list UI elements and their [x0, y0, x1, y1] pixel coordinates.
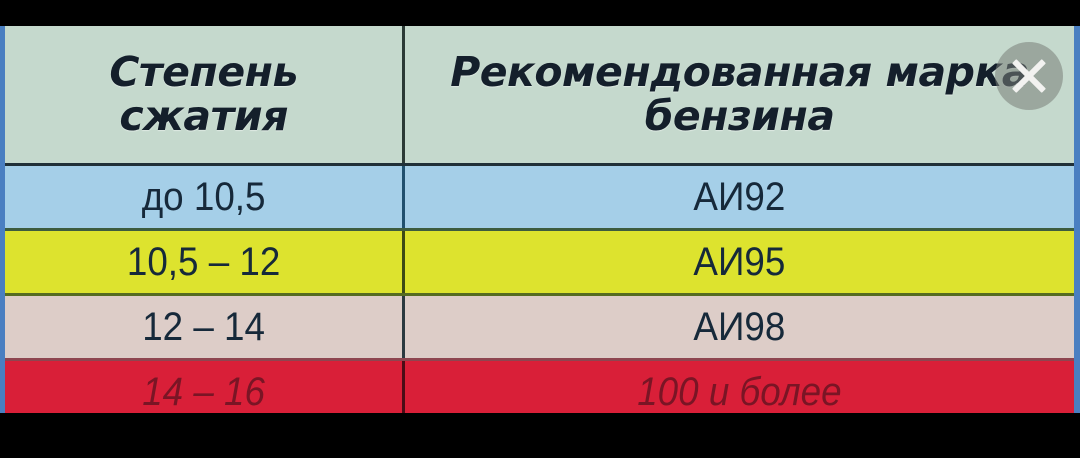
- header-cell-fuel: Рекомендованная марка бензина: [403, 26, 1074, 166]
- header-fuel-text: Рекомендованная марка бензина: [405, 48, 1074, 140]
- cell-compression: 12 – 14: [5, 294, 406, 361]
- fuel-value: АИ92: [693, 175, 786, 219]
- cell-fuel: 100 и более: [403, 359, 1074, 413]
- cell-fuel: АИ92: [403, 164, 1074, 231]
- header-compression-line2: сжатия: [119, 91, 288, 140]
- fuel-value: АИ98: [693, 305, 786, 349]
- cell-compression: 10,5 – 12: [5, 229, 406, 296]
- header-cell-compression: Степень сжатия: [5, 26, 406, 166]
- fuel-value: 100 и более: [637, 370, 842, 413]
- letterbox-bar-top: [0, 0, 1080, 26]
- fuel-recommendation-table: Степень сжатия Рекомендованная марка бен…: [0, 26, 1080, 413]
- header-fuel-line2: бензина: [644, 91, 835, 140]
- table-row: 12 – 14 АИ98: [5, 294, 1074, 361]
- header-fuel-line1: Рекомендованная марка: [450, 48, 1030, 97]
- compression-value: до 10,5: [141, 175, 266, 219]
- table-row: 10,5 – 12 АИ95: [5, 229, 1074, 296]
- close-x-icon: [995, 42, 1063, 110]
- table-row: 14 – 16 100 и более: [5, 359, 1074, 413]
- cell-fuel: АИ95: [403, 229, 1074, 296]
- table-header-row: Степень сжатия Рекомендованная марка бен…: [5, 26, 1074, 166]
- table-row: до 10,5 АИ92: [5, 164, 1074, 231]
- compression-value: 10,5 – 12: [126, 240, 281, 284]
- cell-fuel: АИ98: [403, 294, 1074, 361]
- table-grid: Степень сжатия Рекомендованная марка бен…: [5, 26, 1074, 413]
- header-compression-text: Степень сжатия: [5, 48, 401, 140]
- compression-value: 12 – 14: [142, 305, 266, 349]
- header-compression-line1: Степень: [109, 48, 298, 97]
- close-button[interactable]: [995, 42, 1063, 110]
- letterbox-bar-bottom: [0, 413, 1080, 458]
- compression-value: 14 – 16: [142, 370, 266, 413]
- cell-compression: 14 – 16: [5, 359, 406, 413]
- cell-compression: до 10,5: [5, 164, 406, 231]
- fuel-value: АИ95: [693, 240, 786, 284]
